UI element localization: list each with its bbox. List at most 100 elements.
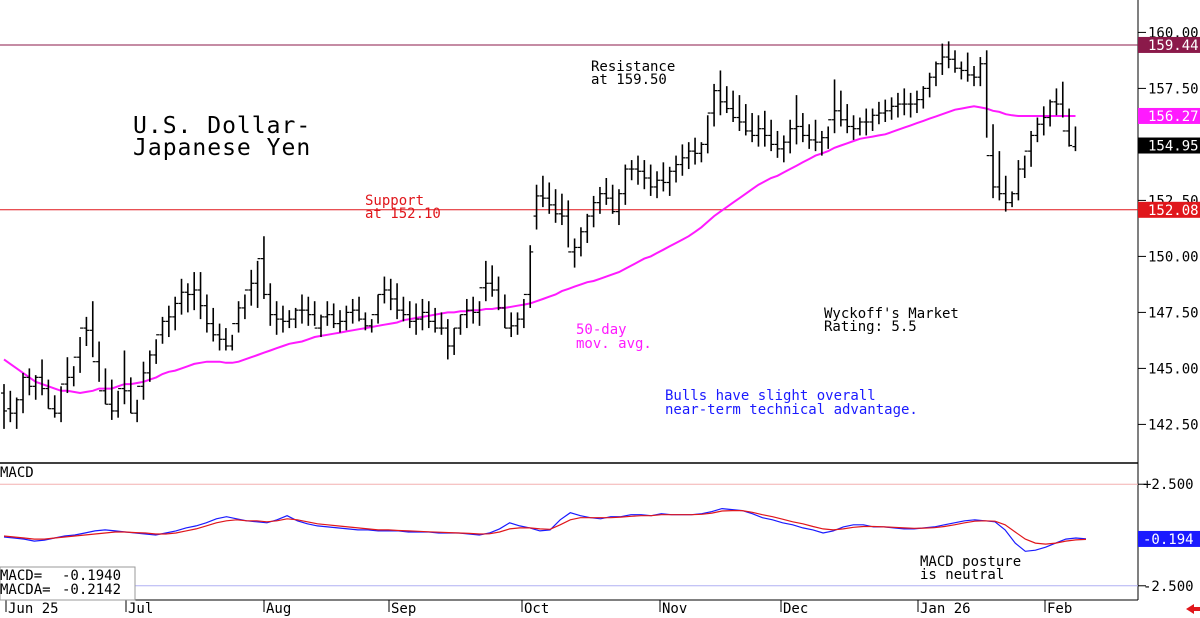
ohlc-bar — [191, 272, 198, 311]
last-price-box — [1138, 137, 1200, 154]
x-month-label: Aug — [266, 601, 291, 617]
ohlc-bar — [1059, 81, 1066, 132]
chart-title-line-1: U.S. Dollar- — [133, 113, 311, 139]
x-month-label: Jul — [128, 601, 153, 617]
ohlc-bar — [77, 327, 84, 373]
ohlc-bar — [184, 283, 191, 313]
ohlc-bar — [343, 305, 350, 331]
ohlc-bar — [711, 83, 718, 127]
ohlc-bar — [305, 296, 312, 326]
ohlc-bar — [108, 379, 115, 420]
resistance-annotation-line-1: Resistance — [591, 59, 675, 75]
ohlc-bar — [685, 142, 692, 170]
ohlc-bar — [692, 137, 699, 165]
ohlc-bar — [945, 41, 952, 69]
ohlc-bar — [768, 119, 775, 152]
ohlc-bar — [210, 307, 217, 342]
ma-price-box — [1138, 107, 1200, 124]
ohlc-bar — [863, 108, 870, 136]
ohlc-bar — [1034, 117, 1041, 143]
macd-readout-value-1: -0.1940 — [62, 568, 121, 584]
ohlc-bar — [115, 387, 122, 418]
ohlc-bar — [584, 213, 591, 243]
ohlc-bar — [216, 323, 223, 351]
ohlc-bar — [1053, 88, 1060, 116]
resistance-annotation-line-2: at 159.50 — [591, 72, 667, 88]
ohlc-bar — [121, 350, 128, 405]
x-month-label: Dec — [783, 601, 808, 617]
ohlc-bar — [596, 186, 603, 214]
ohlc-bar — [635, 155, 641, 185]
price-y-tick-label: 145.00 — [1148, 361, 1199, 377]
ohlc-bar — [787, 119, 794, 154]
ohlc-bar — [837, 90, 844, 127]
ohlc-bar — [7, 390, 14, 423]
ohlc-bar — [298, 294, 305, 324]
ohlc-bar — [641, 160, 648, 190]
support-price-label: 152.08 — [1148, 203, 1199, 219]
scroll-left-arrow-icon[interactable] — [1186, 604, 1200, 614]
rating-annotation-line-2: Rating: 5.5 — [824, 319, 917, 335]
ohlc-bar — [546, 182, 553, 214]
ohlc-bar — [381, 276, 388, 304]
ohlc-bar — [952, 50, 958, 73]
support-annotation-line-2: at 152.10 — [365, 206, 441, 222]
ohlc-bar — [755, 115, 762, 147]
ohlc-bar — [260, 236, 267, 299]
macd-readout-box — [0, 566, 136, 601]
ohlc-bar — [1021, 150, 1028, 178]
ohlc-bar — [102, 368, 109, 405]
ohlc-bar — [723, 86, 730, 114]
ohlc-bar — [717, 70, 724, 116]
ohlc-bar — [1009, 191, 1016, 208]
ohlc-bar — [1015, 160, 1022, 201]
ohlc-bar — [476, 287, 483, 326]
price-axis-boxes: 159.44 152.08 156.27 154.95 — [1138, 36, 1200, 219]
ohlc-bar — [501, 294, 508, 329]
macd-panel-title: MACD — [0, 465, 34, 481]
ohlc-bar — [482, 260, 489, 302]
ohlc-bar — [539, 175, 546, 208]
ohlc-bar — [799, 113, 806, 143]
ohlc-bar — [882, 99, 889, 122]
ohlc-bar — [140, 361, 147, 400]
ohlc-bar — [324, 301, 331, 326]
ohlc-bar — [742, 104, 749, 136]
ohlc-bar — [267, 283, 274, 326]
ohlc-bar — [197, 272, 204, 320]
ohlc-bar — [932, 61, 939, 87]
ohlc-bar — [780, 135, 787, 163]
ohlc-bar — [761, 110, 768, 147]
ohlc-bar — [577, 227, 584, 257]
ohlc-bar — [349, 298, 356, 324]
ohlc-bar — [39, 359, 46, 396]
ohlc-bar — [673, 155, 680, 183]
ohlc-bar — [920, 86, 927, 109]
ohlc-bar — [552, 189, 559, 223]
ohlc-bar — [32, 375, 39, 400]
ohlc-bar — [964, 52, 971, 82]
chart-title-line-2: Japanese Yen — [133, 135, 311, 161]
macd-readout-name-1: MACD= — [0, 568, 42, 584]
ohlc-bar — [856, 117, 863, 136]
macd-readout-name-2: MACDA= — [0, 582, 51, 598]
ohlc-bar — [248, 269, 255, 306]
price-bars-layer — [1, 41, 1077, 429]
ohlc-bar — [818, 130, 825, 156]
ohlc-bar — [311, 301, 318, 329]
ohlc-bar — [172, 296, 179, 331]
macd-y-tick-label: +2.500 — [1143, 477, 1194, 493]
ohlc-bar — [419, 298, 426, 331]
moving-average-layer — [3, 105, 1076, 395]
ohlc-bar — [463, 298, 470, 329]
resistance-price-box — [1138, 36, 1200, 53]
ohlc-bar — [622, 164, 629, 205]
x-axis-months: Jun 25 Jul Aug Sep Oct Nov Dec Jan 26 Feb — [5, 600, 1072, 617]
ohlc-bar — [273, 301, 280, 335]
ohlc-bar — [793, 95, 800, 145]
ohlc-bar — [894, 92, 901, 118]
ohlc-bar — [203, 294, 210, 333]
ohlc-bar — [362, 312, 369, 331]
ohlc-bar — [330, 303, 337, 329]
ohlc-bar — [292, 307, 299, 329]
